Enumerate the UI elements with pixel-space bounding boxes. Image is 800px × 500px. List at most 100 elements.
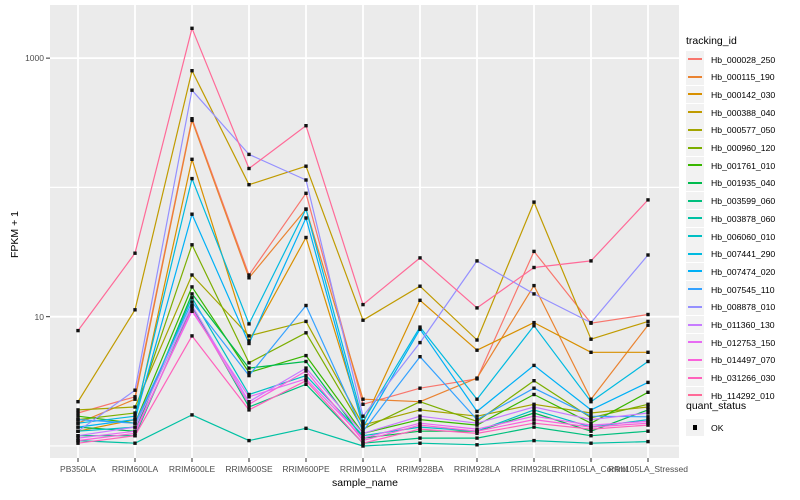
data-point	[133, 251, 137, 255]
legend-key-line	[688, 288, 702, 291]
data-point	[532, 324, 536, 328]
legend-key-box	[686, 333, 704, 351]
legend-key-line	[688, 181, 702, 184]
x-tick-label: RRIM928BA	[396, 464, 444, 474]
legend-label: Hb_000960_120	[711, 143, 776, 153]
legend-label: Hb_008878_010	[711, 302, 776, 313]
x-tick-label: RRIM600LE	[168, 464, 216, 474]
data-point	[76, 436, 80, 440]
legend-key-line	[688, 93, 702, 96]
legend-key-line	[688, 235, 702, 237]
legend-key-line	[688, 58, 702, 60]
legend-key-box	[686, 50, 704, 68]
data-point	[247, 152, 251, 157]
data-point	[76, 417, 80, 422]
data-point	[589, 421, 593, 425]
legend-key-box	[686, 386, 704, 404]
data-point	[418, 327, 422, 331]
data-point	[247, 341, 251, 346]
data-point	[304, 207, 308, 211]
data-point	[304, 303, 308, 308]
data-point	[475, 348, 479, 352]
x-tick-label: RRIM928LE	[510, 464, 558, 474]
data-point	[247, 366, 251, 370]
data-point	[589, 423, 593, 427]
data-point	[532, 408, 536, 412]
data-point	[76, 434, 80, 438]
data-point	[532, 405, 536, 409]
y-axis-title: FPKM + 1	[9, 211, 21, 258]
data-point	[76, 438, 80, 443]
data-point	[190, 243, 194, 247]
legend-label: Hb_007545_110	[711, 284, 775, 295]
data-point	[532, 363, 536, 368]
legend-label: Hb_007474_020	[711, 266, 776, 277]
data-point	[304, 377, 308, 381]
data-point	[247, 402, 251, 406]
data-point	[76, 414, 80, 418]
data-point	[418, 355, 422, 359]
legend-label: Hb_012753_150	[711, 337, 776, 348]
data-point	[304, 373, 308, 378]
data-point	[247, 400, 251, 404]
data-point	[361, 438, 365, 443]
data-point	[589, 417, 593, 422]
data-point	[361, 397, 365, 401]
data-point	[646, 359, 650, 364]
data-point	[532, 320, 536, 325]
data-point	[532, 402, 536, 406]
data-point	[418, 256, 422, 260]
data-point	[589, 408, 593, 412]
data-point	[304, 359, 308, 364]
legend-key-box	[686, 262, 704, 280]
data-point	[361, 419, 365, 424]
x-tick-label: RRII105LA_Control	[554, 464, 628, 474]
data-point	[532, 249, 536, 254]
legend-key-box	[686, 156, 704, 174]
data-point	[646, 421, 650, 425]
data-point	[646, 415, 650, 419]
data-point	[190, 157, 194, 161]
data-point	[133, 421, 137, 425]
data-point	[133, 429, 137, 433]
data-point	[475, 338, 479, 342]
data-point	[589, 337, 593, 341]
data-point	[589, 434, 593, 438]
legend-label: Hb_006060_010	[711, 231, 776, 242]
data-point	[304, 235, 308, 240]
data-point	[361, 425, 365, 429]
data-point	[475, 376, 479, 380]
data-point	[247, 322, 251, 326]
legend-key-line	[688, 358, 702, 361]
data-point	[532, 425, 536, 429]
data-point	[646, 405, 650, 409]
data-point	[361, 318, 365, 322]
data-point	[646, 323, 650, 327]
data-point	[475, 417, 479, 422]
data-point	[190, 309, 194, 313]
data-point	[532, 411, 536, 415]
data-point	[475, 436, 479, 440]
data-point	[247, 183, 251, 187]
data-point	[418, 386, 422, 390]
data-point	[418, 425, 422, 429]
data-point	[247, 392, 251, 397]
legend-key-box	[686, 139, 704, 156]
legend-label: Hb_000028_250	[711, 54, 776, 65]
data-point	[361, 427, 365, 431]
data-point	[76, 408, 80, 412]
legend-key-box	[686, 85, 704, 103]
legend-label: Hb_000142_030	[711, 89, 776, 100]
data-point	[133, 411, 137, 415]
data-point	[532, 379, 536, 383]
data-point	[190, 296, 194, 300]
legend-title-tracking-id: tracking_id	[686, 35, 737, 47]
data-point	[76, 328, 80, 333]
data-point	[475, 306, 479, 310]
data-point	[304, 216, 308, 220]
legend-key-line	[688, 164, 702, 167]
data-point	[247, 361, 251, 365]
legend-key-box	[686, 419, 704, 436]
data-point	[190, 69, 194, 73]
data-point	[304, 164, 308, 168]
